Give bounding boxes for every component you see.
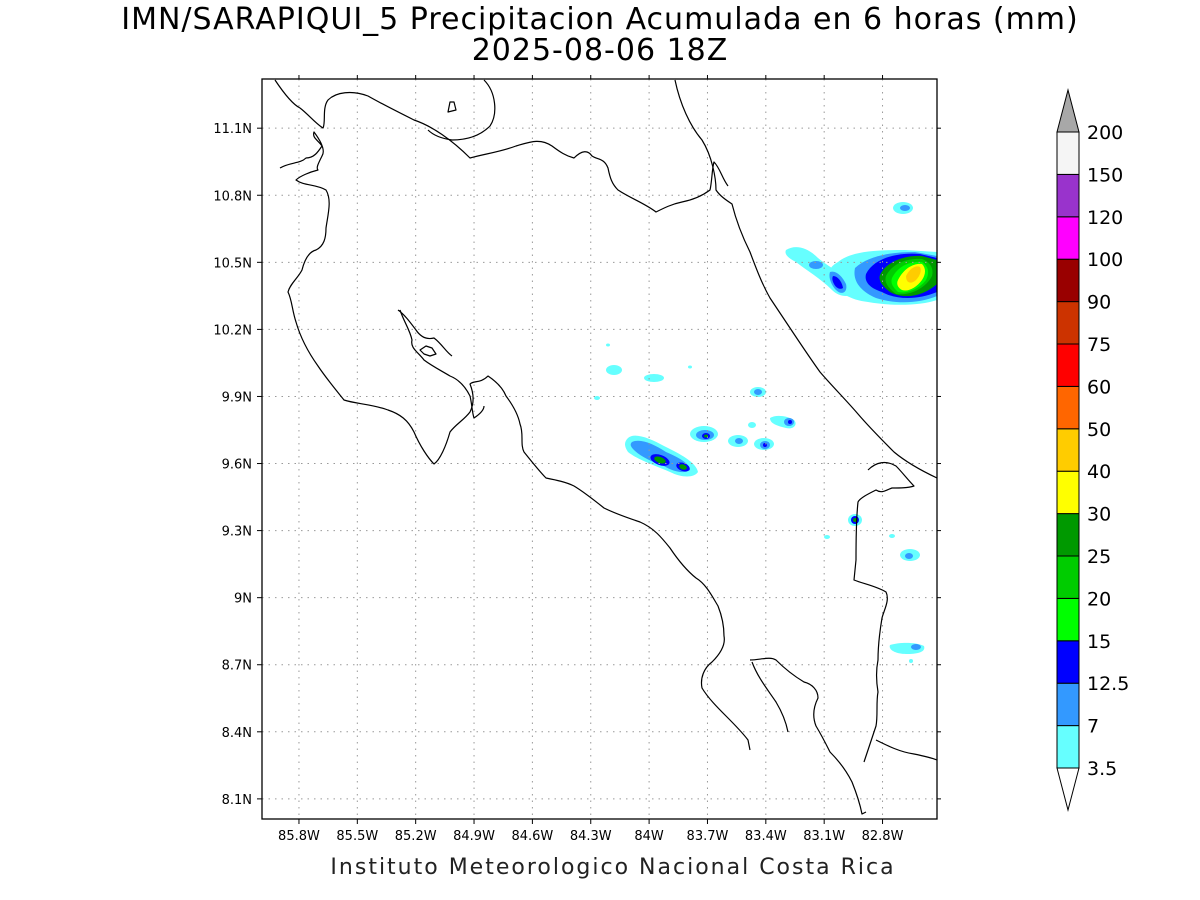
colorbar-under-arrow: [1056, 767, 1080, 812]
colorbar-label: 30: [1087, 504, 1111, 526]
caribbean-coast: [674, 79, 938, 479]
colorbar-swatch: [1056, 385, 1080, 430]
lon-tick-label: 84.6W: [511, 829, 553, 844]
colorbar-label: 200: [1087, 122, 1123, 144]
lat-tick-label: 10.2N: [213, 323, 252, 338]
golfo-dulce: [751, 661, 789, 733]
colorbar-label: 100: [1087, 249, 1123, 271]
colorbar-swatch: [1056, 428, 1080, 472]
latitude-axis: 11.1N 10.8N 10.5N 10.2N 9.9N 9.6N 9.3N 9N 8.7N 8.…: [213, 122, 941, 808]
nicoya-gulf: [399, 309, 485, 419]
lake-island: [447, 101, 457, 113]
lon-tick-label: 84W: [634, 829, 664, 844]
colorbar-swatch: [1056, 725, 1080, 769]
lat-tick-label: 8.7N: [222, 659, 252, 674]
colorbar-swatch: [1056, 343, 1080, 387]
colorbar-label: 25: [1087, 546, 1111, 568]
nicoya-inner-island: [419, 345, 437, 357]
colorbar-swatch: [1056, 216, 1080, 260]
colorbar-swatch: [1056, 258, 1080, 303]
south-caribbean-cell: [900, 549, 920, 561]
colorbar-swatch: [1056, 513, 1080, 557]
lon-tick-label: 85.2W: [395, 829, 437, 844]
precipitation-colorbar: 3.5 7 12.5 15 20 25 30 40 50 60 75 90 100 120 150 200: [1056, 88, 1129, 812]
colorbar-over-arrow: [1056, 88, 1080, 133]
lat-tick-label: 9.6N: [222, 458, 252, 473]
colorbar-label: 15: [1087, 631, 1111, 653]
osa-peninsula: [749, 657, 867, 815]
central-valley-cell-west: [625, 435, 698, 477]
lat-tick-label: 8.4N: [222, 726, 252, 741]
colorbar-label: 150: [1087, 164, 1123, 186]
lon-tick-label: 83.1W: [803, 829, 845, 844]
lat-tick-label: 10.8N: [213, 189, 252, 204]
colorbar-swatch: [1056, 470, 1080, 515]
lat-tick-label: 11.1N: [213, 122, 252, 137]
nicaragua-lake-shore: [274, 79, 729, 213]
panama-border-cell: [889, 642, 925, 663]
colorbar-label: 60: [1087, 376, 1111, 398]
colorbar-label: 20: [1087, 588, 1111, 610]
lon-tick-label: 85.8W: [278, 829, 320, 844]
lon-tick-label: 83.7W: [687, 829, 729, 844]
colorbar-label: 90: [1087, 292, 1111, 314]
central-cell-d: [770, 415, 796, 429]
map-subtitle-datetime: 2025-08-06 18Z: [471, 33, 729, 68]
lon-tick-label: 85.5W: [336, 829, 378, 844]
coastlines: [274, 79, 938, 815]
lon-tick-label: 83.4W: [745, 829, 787, 844]
panama-coast-south: [875, 739, 938, 761]
colorbar-label: 120: [1087, 207, 1123, 229]
longitude-axis: 85.8W 85.5W 85.2W 84.9W 84.6W 84.3W 84W 83.7W 83…: [278, 75, 904, 844]
northeast-coast-system: [828, 250, 937, 305]
colorbar-swatch: [1056, 131, 1080, 175]
map-frame: [261, 78, 938, 820]
colorbar-swatch: [1056, 173, 1080, 218]
central-cell-c: [754, 438, 774, 450]
lat-tick-label: 8.1N: [222, 793, 252, 808]
colorbar-swatch: [1056, 301, 1080, 345]
colorbar-swatch: [1056, 682, 1080, 727]
lat-tick-label: 9N: [234, 592, 252, 607]
talamanca-cell: [848, 514, 862, 526]
pacific-coast: [279, 131, 751, 751]
colorbar-label: 7: [1087, 716, 1099, 738]
panama-border: [853, 461, 915, 763]
lat-tick-label: 10.5N: [213, 256, 252, 271]
colorbar-label: 75: [1087, 334, 1111, 356]
map-title: IMN/SARAPIQUI_5 Precipitacion Acumulada …: [121, 2, 1079, 37]
lon-tick-label: 84.3W: [570, 829, 612, 844]
nicoya-peninsula-north: [397, 309, 453, 357]
precipitation-layer: [594, 202, 937, 663]
colorbar-label: 12.5: [1087, 673, 1129, 695]
central-cell-a: [690, 426, 718, 442]
colorbar-label: 3.5: [1087, 758, 1117, 780]
central-speck-b: [644, 374, 664, 382]
map-gridlines: [262, 79, 937, 819]
colorbar-label: 50: [1087, 419, 1111, 441]
institution-credit: Instituto Meteorologico Nacional Costa R…: [330, 855, 896, 880]
colorbar-swatch: [1056, 597, 1080, 642]
lon-tick-label: 82.8W: [862, 829, 904, 844]
lake-inlet: [427, 79, 496, 141]
lon-tick-label: 84.9W: [453, 829, 495, 844]
central-speck-a: [606, 365, 622, 375]
colorbar-swatch: [1056, 555, 1080, 599]
colorbar-swatch: [1056, 640, 1080, 684]
colorbar-label: 40: [1087, 461, 1111, 483]
lat-tick-label: 9.9N: [222, 390, 252, 405]
lat-tick-label: 9.3N: [222, 525, 252, 540]
